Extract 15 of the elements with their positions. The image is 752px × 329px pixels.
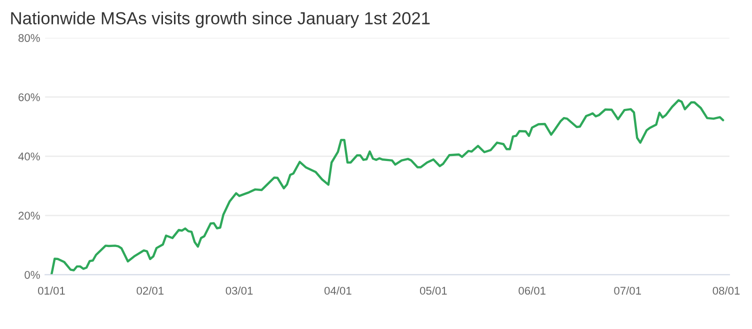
y-tick-label: 20% [18,212,40,220]
x-tick-label: 04/01 [324,286,352,295]
x-tick-label: 03/01 [226,286,253,295]
x-tick-label: 05/01 [420,286,447,295]
x-tick-label: 08/01 [712,286,740,295]
chart-title: Nationwide MSAs visits growth since January 1st 2021 [11,12,430,28]
x-tick-label: 01/01 [38,286,65,295]
x-tick-label: 07/01 [614,286,641,295]
y-tick-label: 80% [18,34,40,42]
x-tick-label: 02/01 [136,286,164,295]
line-series [50,99,724,275]
y-tick-label: 40% [18,152,40,160]
x-tick-label: 06/01 [518,286,546,295]
y-tick-label: 0% [24,270,40,279]
y-tick-label: 60% [18,93,40,102]
